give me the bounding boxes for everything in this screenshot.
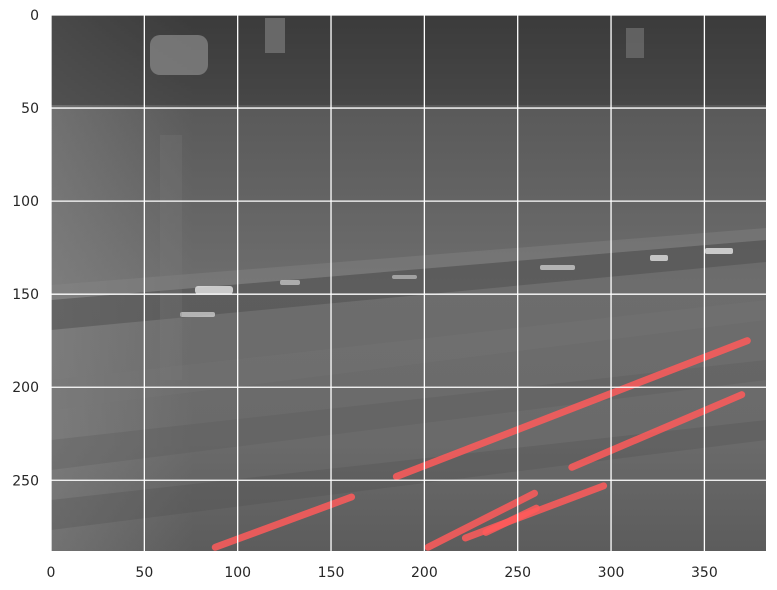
x-tick-label: 200 <box>411 565 438 581</box>
y-tick-label: 100 <box>12 194 39 210</box>
y-axis: 0 50 100 150 200 250 <box>12 8 39 489</box>
lane-overlay-line <box>568 391 746 471</box>
y-tick-label: 150 <box>12 287 39 303</box>
x-tick-label: 250 <box>504 565 531 581</box>
x-tick-label: 100 <box>224 565 251 581</box>
x-tick-label: 300 <box>598 565 625 581</box>
grid <box>51 15 766 551</box>
lane-overlay-line <box>482 504 540 536</box>
lane-overlay-line <box>392 337 751 481</box>
x-tick-label: 150 <box>318 565 345 581</box>
y-tick-label: 0 <box>30 8 39 24</box>
y-tick-label: 200 <box>12 380 39 396</box>
thermal-road-image <box>51 15 766 551</box>
lane-overlay-line <box>424 489 539 551</box>
x-tick-label: 350 <box>691 565 718 581</box>
x-tick-label: 50 <box>135 565 153 581</box>
y-tick-label: 50 <box>21 101 39 117</box>
y-tick-label: 250 <box>12 473 39 489</box>
x-tick-label: 0 <box>47 565 56 581</box>
x-axis: 0 50 100 150 200 250 300 350 <box>47 565 718 581</box>
